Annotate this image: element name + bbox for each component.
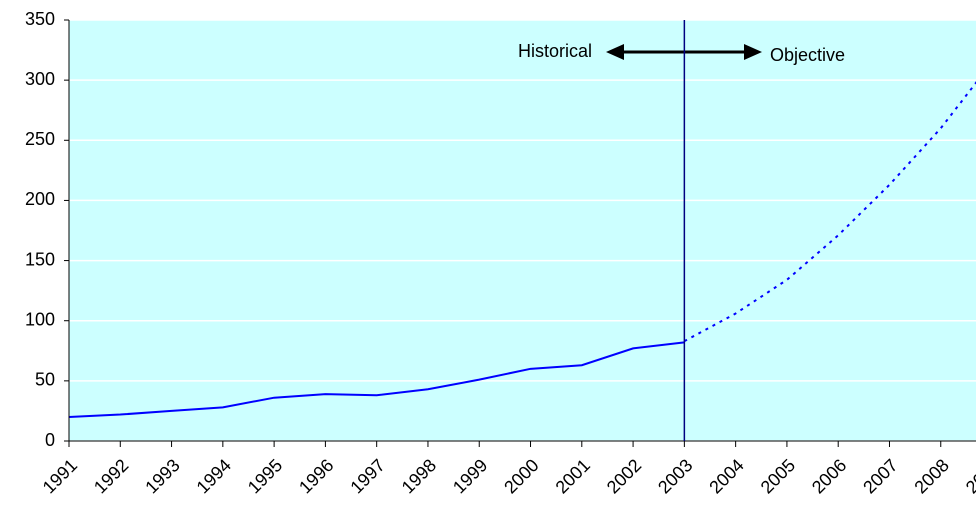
x-tick-label: 1995 <box>244 455 286 497</box>
x-tick-label: 1998 <box>398 455 440 497</box>
x-tick-label: 1994 <box>193 455 235 497</box>
x-tick-label: 2002 <box>603 455 645 497</box>
x-tick-label: 1999 <box>449 455 491 497</box>
x-tick-label: 2008 <box>910 455 952 497</box>
x-tick-label: 1992 <box>90 455 132 497</box>
x-tick-label: 2001 <box>552 455 594 497</box>
y-tick-label: 200 <box>25 189 55 209</box>
x-tick-label: 2007 <box>859 455 901 497</box>
annotation-objective: Objective <box>770 45 845 65</box>
y-tick-label: 100 <box>25 309 55 329</box>
x-tick-label: 2003 <box>654 455 696 497</box>
plot-area <box>68 19 976 442</box>
x-tick-label: 2000 <box>500 455 542 497</box>
x-tick-label: 1997 <box>346 455 388 497</box>
y-tick-label: 250 <box>25 129 55 149</box>
y-tick-label: 300 <box>25 69 55 89</box>
x-tick-label: 1996 <box>295 455 337 497</box>
x-tick-label: 2004 <box>705 455 747 497</box>
x-tick-label: 1993 <box>141 455 183 497</box>
line-series <box>683 81 976 343</box>
y-tick-label: 350 <box>25 9 55 29</box>
x-tick-label: 2009 <box>962 455 976 497</box>
y-tick-label: 150 <box>25 249 55 269</box>
x-tick-label: 1991 <box>39 455 81 497</box>
y-tick-label: 0 <box>45 430 55 450</box>
annotation-historical: Historical <box>518 41 592 61</box>
x-tick-label: 2005 <box>757 455 799 497</box>
y-tick-label: 50 <box>35 370 55 390</box>
x-tick-label: 2006 <box>808 455 850 497</box>
line-series <box>68 341 685 418</box>
